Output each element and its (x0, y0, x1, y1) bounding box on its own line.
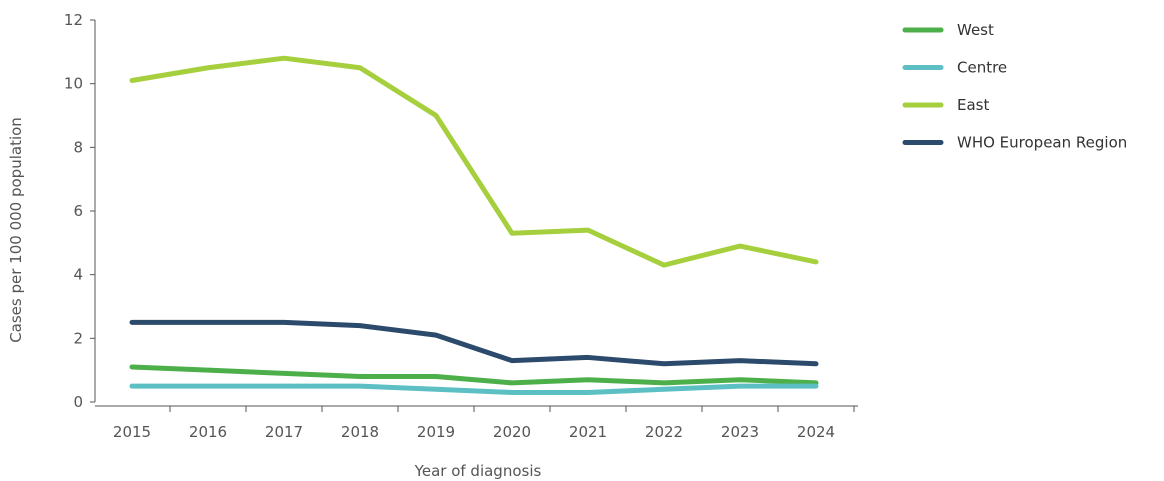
legend: West Centre East WHO European Region (902, 21, 1127, 152)
series-layer (129, 55, 819, 395)
x-tick-label: 2024 (797, 423, 835, 441)
series-line-who-european-region (129, 319, 819, 367)
x-axis: 2015 2016 2017 2018 2019 2020 2021 2022 2023 2024 (95, 405, 858, 441)
x-tick-label: 2016 (189, 423, 227, 441)
x-tick-label: 2020 (493, 423, 531, 441)
y-axis-title: Cases per 100 000 population (7, 117, 25, 343)
y-tick-label: 4 (73, 266, 83, 284)
series-line-centre (129, 383, 819, 395)
legend-label: Centre (957, 59, 1007, 77)
legend-item-west: West (902, 21, 994, 39)
x-tick-label: 2018 (341, 423, 379, 441)
y-axis: 0 2 4 6 8 10 12 (64, 11, 96, 411)
y-tick-label: 10 (64, 75, 83, 93)
x-tick-label: 2019 (417, 423, 455, 441)
y-tick-label: 6 (73, 202, 83, 220)
series-line-west (129, 364, 819, 386)
y-tick-label: 2 (73, 329, 83, 347)
x-tick-label: 2015 (113, 423, 151, 441)
y-tick-label: 12 (64, 11, 83, 29)
legend-item-east: East (902, 96, 989, 114)
x-tick-label: 2017 (265, 423, 303, 441)
legend-label: West (957, 21, 994, 39)
legend-label: WHO European Region (957, 134, 1127, 152)
x-tick-label: 2022 (645, 423, 683, 441)
legend-label: East (957, 96, 989, 114)
x-tick-label: 2023 (721, 423, 759, 441)
y-tick-label: 8 (73, 138, 83, 156)
series-line-east (129, 55, 819, 268)
x-tick-label: 2021 (569, 423, 607, 441)
y-tick-label: 0 (73, 393, 83, 411)
legend-item-centre: Centre (902, 59, 1007, 77)
legend-item-who-european-region: WHO European Region (902, 134, 1127, 152)
x-axis-title: Year of diagnosis (414, 462, 542, 480)
